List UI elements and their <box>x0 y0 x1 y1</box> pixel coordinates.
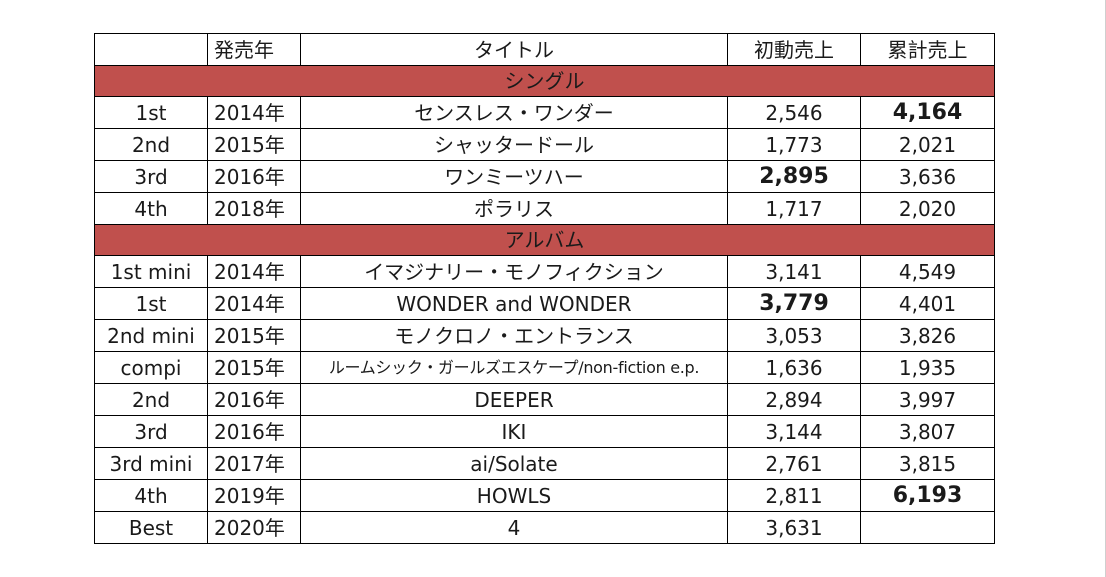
cell-no[interactable]: 1st mini <box>94 255 208 288</box>
table-row: compi 2015年 ルームシック・ガールズエスケープ/non-fiction… <box>94 351 995 384</box>
cell-title[interactable]: 4 <box>300 511 728 544</box>
cell-initial[interactable]: 2,811 <box>727 479 861 512</box>
cell-no[interactable]: 3rd <box>94 415 208 448</box>
cell-year[interactable]: 2014年 <box>207 287 301 320</box>
header-total-sales[interactable]: 累計売上 <box>860 33 995 66</box>
table-row: 3rd 2016年 ワンミーツハー 2,895 3,636 <box>94 160 995 193</box>
cell-title[interactable]: ワンミーツハー <box>300 160 728 193</box>
cell-year[interactable]: 2016年 <box>207 160 301 193</box>
cell-title[interactable]: イマジナリー・モノフィクション <box>300 255 728 288</box>
cell-no[interactable]: 1st <box>94 96 208 129</box>
cell-total[interactable]: 6,193 <box>860 479 995 512</box>
section-label-albums[interactable]: アルバム <box>94 224 995 256</box>
cell-year[interactable]: 2015年 <box>207 319 301 352</box>
cell-title[interactable]: センスレス・ワンダー <box>300 96 728 129</box>
table-row: 1st 2014年 センスレス・ワンダー 2,546 4,164 <box>94 96 995 129</box>
table-row: 1st mini 2014年 イマジナリー・モノフィクション 3,141 4,5… <box>94 255 995 288</box>
cell-title[interactable]: ai/Solate <box>300 447 728 480</box>
section-row-albums: アルバム <box>94 224 995 256</box>
cell-no[interactable]: 4th <box>94 192 208 225</box>
header-year[interactable]: 発売年 <box>207 33 301 66</box>
cell-total[interactable]: 4,401 <box>860 287 995 320</box>
cell-year[interactable]: 2017年 <box>207 447 301 480</box>
cell-initial[interactable]: 3,053 <box>727 319 861 352</box>
cell-initial[interactable]: 3,141 <box>727 255 861 288</box>
cell-no[interactable]: 2nd <box>94 383 208 416</box>
table-row: 2nd mini 2015年 モノクロノ・エントランス 3,053 3,826 <box>94 319 995 352</box>
cell-initial[interactable]: 3,144 <box>727 415 861 448</box>
cell-initial[interactable]: 2,895 <box>727 160 861 193</box>
cell-initial[interactable]: 1,636 <box>727 351 861 384</box>
cell-initial[interactable]: 1,773 <box>727 128 861 161</box>
table-row: 3rd mini 2017年 ai/Solate 2,761 3,815 <box>94 447 995 480</box>
cell-total[interactable]: 3,997 <box>860 383 995 416</box>
cell-initial[interactable]: 2,761 <box>727 447 861 480</box>
cell-year[interactable]: 2014年 <box>207 255 301 288</box>
table-row: Best 2020年 4 3,631 <box>94 511 995 544</box>
cell-title[interactable]: HOWLS <box>300 479 728 512</box>
cell-title[interactable]: WONDER and WONDER <box>300 287 728 320</box>
cell-total[interactable]: 4,164 <box>860 96 995 129</box>
table-row: 2nd 2016年 DEEPER 2,894 3,997 <box>94 383 995 416</box>
cell-total[interactable]: 3,807 <box>860 415 995 448</box>
cell-no[interactable]: 2nd <box>94 128 208 161</box>
cell-initial[interactable]: 1,717 <box>727 192 861 225</box>
cell-no[interactable]: Best <box>94 511 208 544</box>
cell-title[interactable]: シャッタードール <box>300 128 728 161</box>
cell-total[interactable]: 3,636 <box>860 160 995 193</box>
cell-year[interactable]: 2016年 <box>207 383 301 416</box>
cell-title[interactable]: DEEPER <box>300 383 728 416</box>
cell-title[interactable]: IKI <box>300 415 728 448</box>
cell-total[interactable]: 3,815 <box>860 447 995 480</box>
cell-year[interactable]: 2018年 <box>207 192 301 225</box>
cell-total[interactable]: 2,021 <box>860 128 995 161</box>
header-row: 発売年 タイトル 初動売上 累計売上 <box>94 33 995 66</box>
cell-title[interactable]: ポラリス <box>300 192 728 225</box>
cell-initial[interactable]: 3,631 <box>727 511 861 544</box>
cell-total[interactable]: 4,549 <box>860 255 995 288</box>
table-row: 4th 2018年 ポラリス 1,717 2,020 <box>94 192 995 225</box>
table-row: 2nd 2015年 シャッタードール 1,773 2,021 <box>94 128 995 161</box>
cell-total[interactable] <box>860 511 995 544</box>
cell-initial[interactable]: 3,779 <box>727 287 861 320</box>
cell-year[interactable]: 2015年 <box>207 128 301 161</box>
cell-total[interactable]: 2,020 <box>860 192 995 225</box>
cell-no[interactable]: 2nd mini <box>94 319 208 352</box>
cell-no[interactable]: 1st <box>94 287 208 320</box>
section-row-singles: シングル <box>94 65 995 97</box>
cell-no[interactable]: 3rd <box>94 160 208 193</box>
section-label-singles[interactable]: シングル <box>94 65 995 97</box>
table-row: 4th 2019年 HOWLS 2,811 6,193 <box>94 479 995 512</box>
cell-year[interactable]: 2019年 <box>207 479 301 512</box>
header-initial-sales[interactable]: 初動売上 <box>727 33 861 66</box>
cell-total[interactable]: 3,826 <box>860 319 995 352</box>
header-no[interactable] <box>94 33 208 66</box>
cell-initial[interactable]: 2,894 <box>727 383 861 416</box>
sales-table: 発売年 タイトル 初動売上 累計売上 シングル 1st 2014年 センスレス・… <box>94 33 995 544</box>
header-title[interactable]: タイトル <box>300 33 728 66</box>
cell-year[interactable]: 2016年 <box>207 415 301 448</box>
cell-total[interactable]: 1,935 <box>860 351 995 384</box>
cell-initial[interactable]: 2,546 <box>727 96 861 129</box>
cell-no[interactable]: 3rd mini <box>94 447 208 480</box>
cell-no[interactable]: 4th <box>94 479 208 512</box>
cell-title[interactable]: モノクロノ・エントランス <box>300 319 728 352</box>
cell-year[interactable]: 2020年 <box>207 511 301 544</box>
cell-year[interactable]: 2014年 <box>207 96 301 129</box>
cell-year[interactable]: 2015年 <box>207 351 301 384</box>
table-row: 1st 2014年 WONDER and WONDER 3,779 4,401 <box>94 287 995 320</box>
table-row: 3rd 2016年 IKI 3,144 3,807 <box>94 415 995 448</box>
cell-title[interactable]: ルームシック・ガールズエスケープ/non-fiction e.p. <box>300 351 728 384</box>
cell-no[interactable]: compi <box>94 351 208 384</box>
